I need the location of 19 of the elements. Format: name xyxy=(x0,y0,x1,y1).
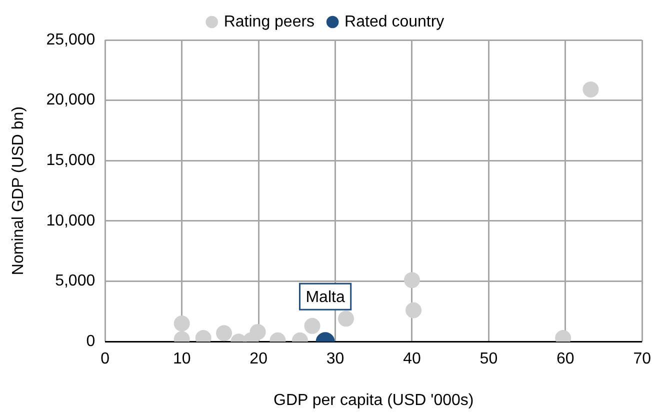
x-tick-label: 60 xyxy=(556,350,574,368)
y-tick-label: 5,000 xyxy=(55,272,96,290)
y-tick-label: 10,000 xyxy=(46,212,96,230)
x-tick-label: 0 xyxy=(100,350,110,368)
x-tick-label: 40 xyxy=(403,350,421,368)
x-tick-label: 20 xyxy=(250,350,268,368)
x-tick-label: 70 xyxy=(633,350,652,368)
y-tick-label: 15,000 xyxy=(46,152,96,170)
legend-label: Rating peers xyxy=(224,13,315,30)
x-axis-title: GDP per capita (USD '000s) xyxy=(274,392,474,409)
y-tick-label: 0 xyxy=(86,333,96,350)
x-tick-label: 30 xyxy=(326,350,344,368)
x-tick-label: 10 xyxy=(172,350,191,368)
legend-label: Rated country xyxy=(344,13,444,30)
y-axis-title: Nominal GDP (USD bn) xyxy=(10,106,28,276)
y-tick-label: 20,000 xyxy=(46,92,96,109)
y-tick-label: 25,000 xyxy=(46,31,96,48)
x-tick-label: 50 xyxy=(480,350,498,368)
annotation: Malta xyxy=(306,289,345,306)
